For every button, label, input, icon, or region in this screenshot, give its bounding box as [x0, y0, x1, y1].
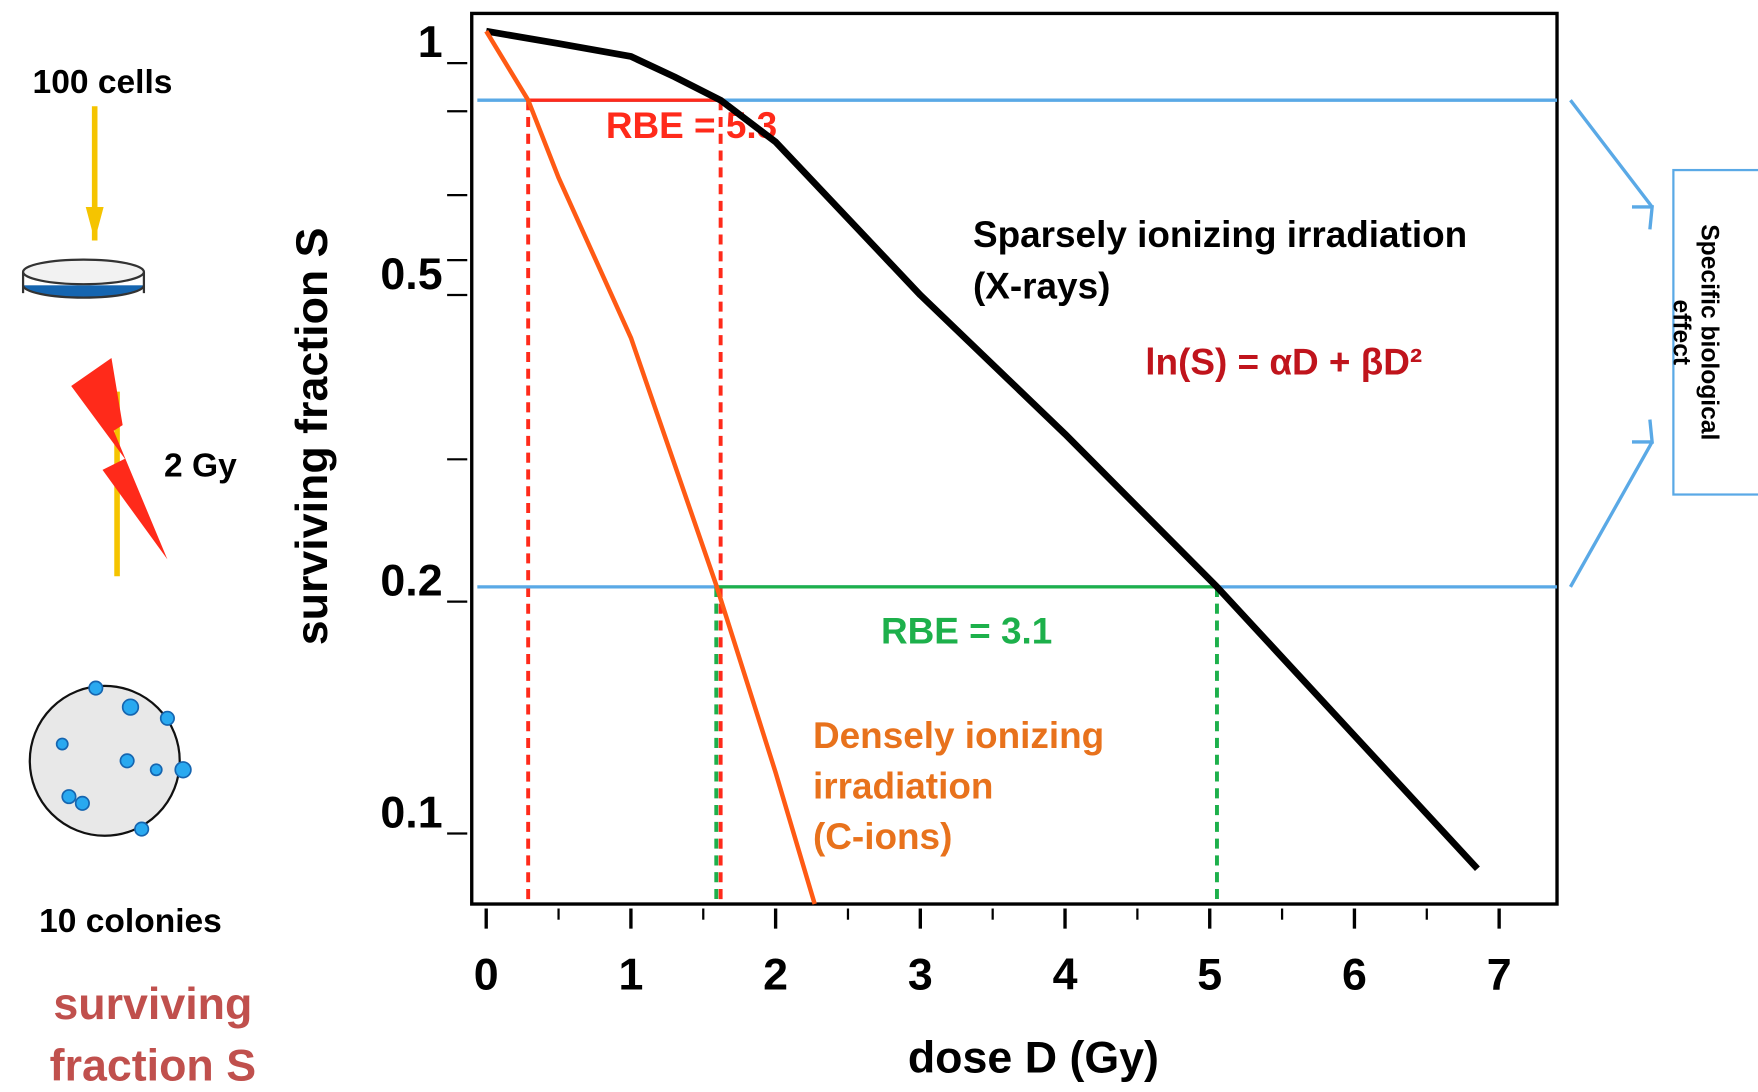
survival-curve [484, 30, 817, 905]
rbe-label: RBE = 3.1 [881, 611, 1052, 652]
result-label: surviving [53, 979, 252, 1029]
x-tick-label: 7 [1487, 950, 1512, 1000]
arrow-head [1631, 419, 1654, 444]
effect-label: effect [1668, 299, 1695, 365]
result-label: fraction S [50, 1040, 256, 1090]
plot-frame [470, 11, 1559, 906]
arrow-head [1631, 205, 1654, 230]
x-tick-label: 6 [1342, 950, 1367, 1000]
x-tick-label: 5 [1197, 950, 1222, 1000]
x-tick-label: 0 [474, 950, 499, 1000]
annotation: (X-rays) [973, 265, 1110, 306]
x-tick-label: 1 [618, 950, 643, 1000]
annotation: (C-ions) [813, 816, 952, 857]
y-tick-label: 0.2 [380, 556, 442, 606]
y-tick-label: 1 [418, 17, 443, 67]
formula: ln(S) = αD + βD² [1145, 341, 1422, 382]
petri-dish [21, 258, 146, 299]
y-tick-label: 0.1 [380, 787, 442, 837]
x-tick-label: 2 [763, 950, 788, 1000]
colony-dish [28, 680, 192, 837]
annotation: Densely ionizing [813, 715, 1104, 756]
x-tick-label: 4 [1053, 950, 1078, 1000]
y-axis-label: surviving fraction S [287, 227, 337, 645]
annotation: Sparsely ionizing irradiation [973, 214, 1467, 255]
reference-arrow [1568, 441, 1654, 588]
dose-label: 2 Gy [164, 448, 237, 485]
reference-arrow [1569, 99, 1654, 209]
x-tick-label: 3 [908, 950, 933, 1000]
arrow-head [85, 206, 104, 241]
colonies-label: 10 colonies [39, 903, 222, 940]
x-axis-label: dose D (Gy) [908, 1033, 1159, 1083]
y-tick-label: 0.5 [380, 249, 442, 299]
survival-curve [485, 27, 1480, 872]
annotation: irradiation [813, 766, 993, 807]
cells-label: 100 cells [33, 64, 173, 101]
lightning [71, 358, 168, 560]
effect-box [1672, 168, 1758, 496]
effect-label: Specific biological [1696, 224, 1723, 440]
